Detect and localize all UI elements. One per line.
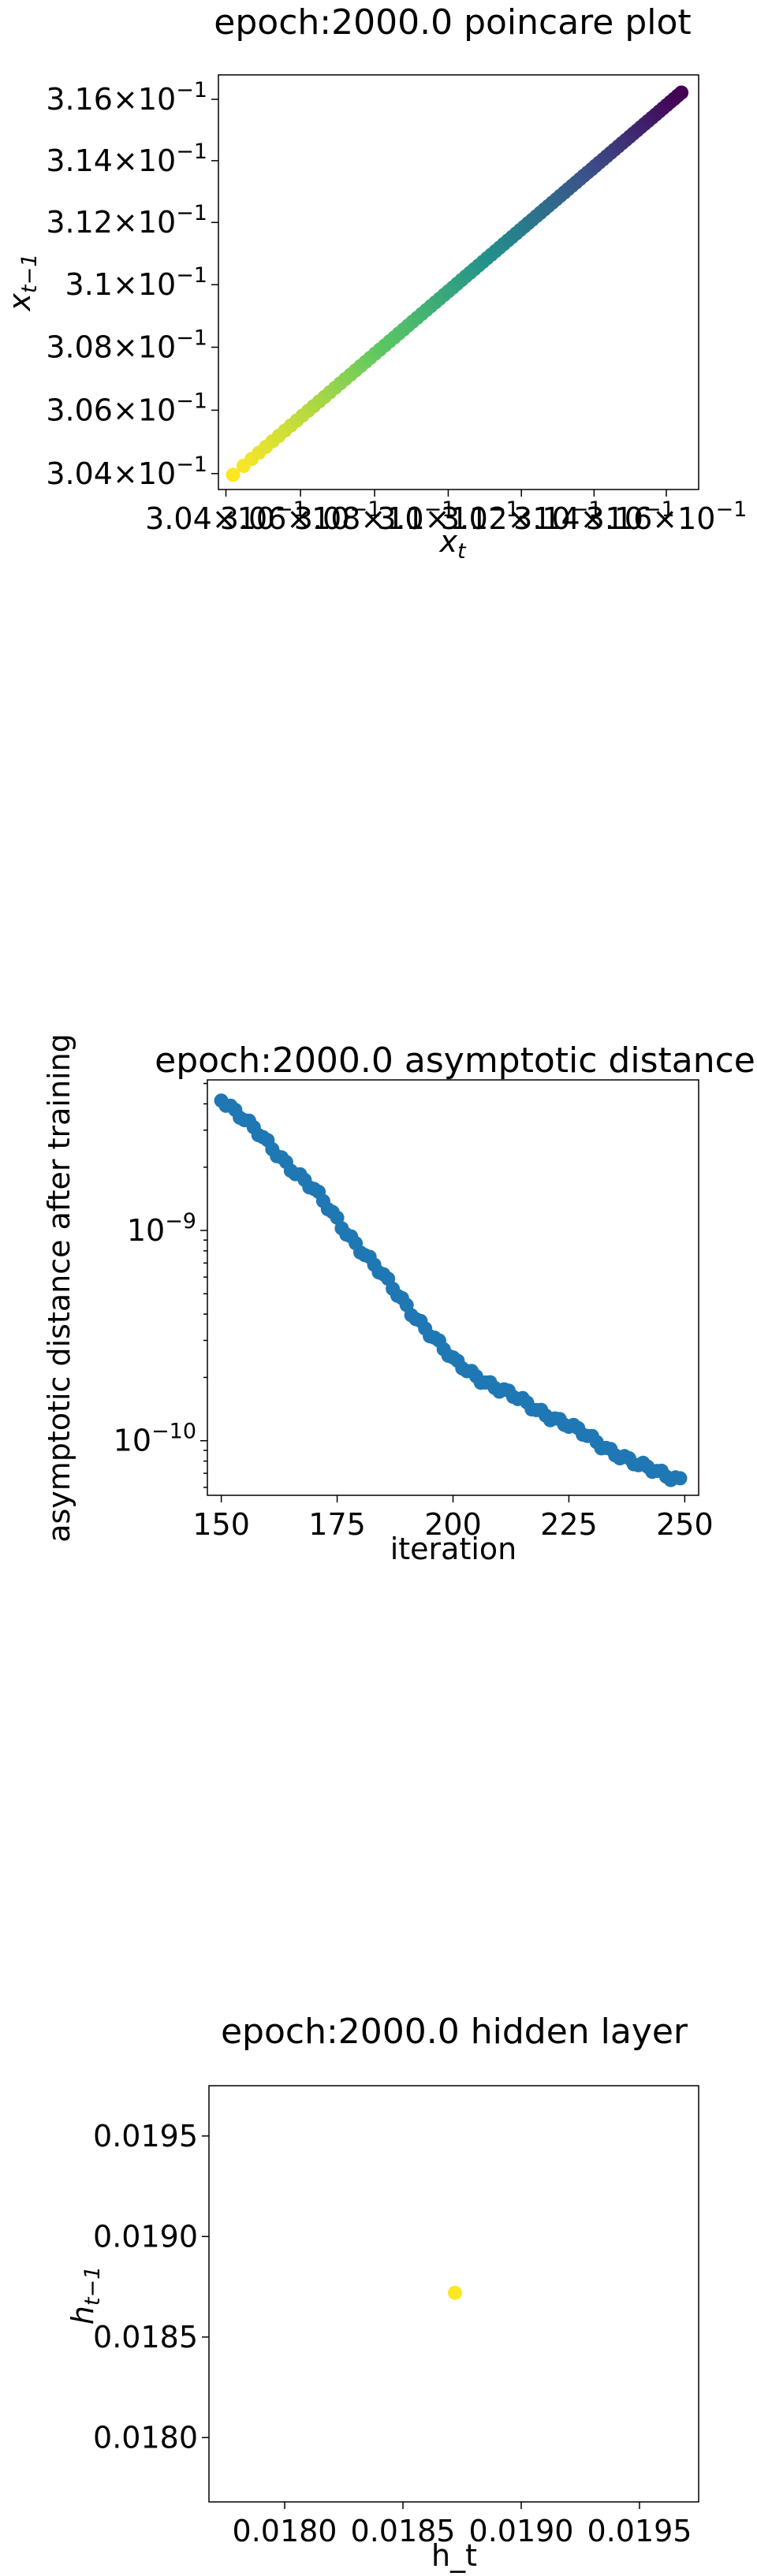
asymptotic-y-tick-label: 10−10 <box>114 1420 196 1458</box>
poincare-y-tick-label: 3.08×10−1 <box>46 326 207 364</box>
poincare-title: epoch:2000.0 poincare plot <box>214 2 691 43</box>
asymptotic-x-tick-label: 250 <box>656 1507 714 1542</box>
asymptotic-x-tick-label: 150 <box>192 1507 250 1542</box>
poincare-points <box>226 85 689 482</box>
poincare-y-ticks: 3.04×10−1 3.06×10−1 3.08×10−1 3.1×10−1 3.12×… <box>46 78 218 491</box>
poincare-y-tick-label: 3.04×10−1 <box>46 452 207 491</box>
hidden-layer-x-tick-label: 0.0180 <box>233 2514 337 2548</box>
asymptotic-x-tick-label: 175 <box>308 1507 366 1542</box>
poincare-x-tick-label: 3.04×10−1 <box>145 497 307 536</box>
poincare-x-tick-label: 3.06×10−1 <box>220 497 382 536</box>
poincare-x-label: xt <box>438 524 467 564</box>
asymptotic-x-ticks: 150 175 200 225 250 <box>192 1495 714 1542</box>
hidden-layer-y-ticks: 0.0180 0.0185 0.0190 0.0195 <box>93 2119 209 2455</box>
asymptotic-x-label: iteration <box>390 1532 517 1566</box>
asymptotic-point <box>673 1471 688 1486</box>
poincare-x-tick-label: 3.1×10−1 <box>377 497 519 536</box>
poincare-x-ticks: 3.04×10−13.06×10−13.08×10−13.1×10−13.12×… <box>145 490 747 536</box>
poincare-point <box>674 85 689 100</box>
hidden-layer-y-tick-label: 0.0190 <box>93 2219 198 2254</box>
asymptotic-y-tick-label: 10−9 <box>127 1209 196 1248</box>
hidden-layer-point <box>448 2285 462 2300</box>
poincare-x-tick-label: 3.12×10−1 <box>441 497 602 536</box>
hidden-layer-chart: epoch:2000.0 hidden layer 0.0180 0.0185 0.… <box>65 2012 699 2573</box>
hidden-layer-y-label: ht−1 <box>65 2266 105 2325</box>
hidden-layer-y-tick-label: 0.0185 <box>93 2320 198 2355</box>
asymptotic-title: epoch:2000.0 asymptotic distance <box>155 1040 755 1081</box>
asymptotic-axes-frame <box>207 1079 699 1496</box>
hidden-layer-y-tick-label: 0.0180 <box>93 2420 198 2455</box>
hidden-layer-x-ticks: 0.0180 0.0185 0.0190 0.0195 <box>233 2502 692 2548</box>
asymptotic-points <box>214 1093 688 1487</box>
poincare-x-tick-label: 3.14×10−1 <box>513 497 675 536</box>
asymptotic-x-tick-label: 200 <box>424 1507 482 1542</box>
poincare-y-tick-label: 3.06×10−1 <box>46 389 207 427</box>
poincare-y-label: xt−1 <box>2 254 42 312</box>
asymptotic-x-tick-label: 225 <box>540 1507 598 1542</box>
hidden-layer-title: epoch:2000.0 hidden layer <box>221 2012 688 2052</box>
hidden-layer-x-tick-label: 0.0185 <box>351 2514 456 2548</box>
hidden-layer-points <box>448 2285 462 2300</box>
poincare-x-tick-label: 3.08×10−1 <box>294 497 456 536</box>
poincare-axes-frame <box>218 74 699 490</box>
poincare-y-tick-label: 3.12×10−1 <box>46 201 207 240</box>
hidden-layer-x-tick-label: 0.0190 <box>469 2514 574 2548</box>
poincare-x-tick-label: 3.16×10−1 <box>586 497 748 536</box>
poincare-y-tick-label: 3.14×10−1 <box>46 140 207 178</box>
hidden-layer-x-tick-label: 0.0195 <box>587 2514 692 2548</box>
asymptotic-y-label: asymptotic distance after training <box>42 1033 76 1543</box>
poincare-y-tick-label: 3.1×10−1 <box>65 263 207 302</box>
asymptotic-chart: epoch:2000.0 asymptotic distance 150 175 2… <box>42 1033 755 1566</box>
hidden-layer-axes-frame <box>208 2085 699 2503</box>
hidden-layer-x-label: h_t <box>431 2538 477 2573</box>
hidden-layer-y-tick-label: 0.0195 <box>93 2119 198 2153</box>
poincare-y-tick-label: 3.16×10−1 <box>46 78 207 117</box>
asymptotic-y-ticks: 10−9 10−10 <box>114 1082 207 1488</box>
poincare-chart: epoch:2000.0 poincare plot 3.04×10−13.06… <box>2 2 747 564</box>
asymptotic-point <box>330 1210 345 1225</box>
poincare-point <box>226 467 241 482</box>
